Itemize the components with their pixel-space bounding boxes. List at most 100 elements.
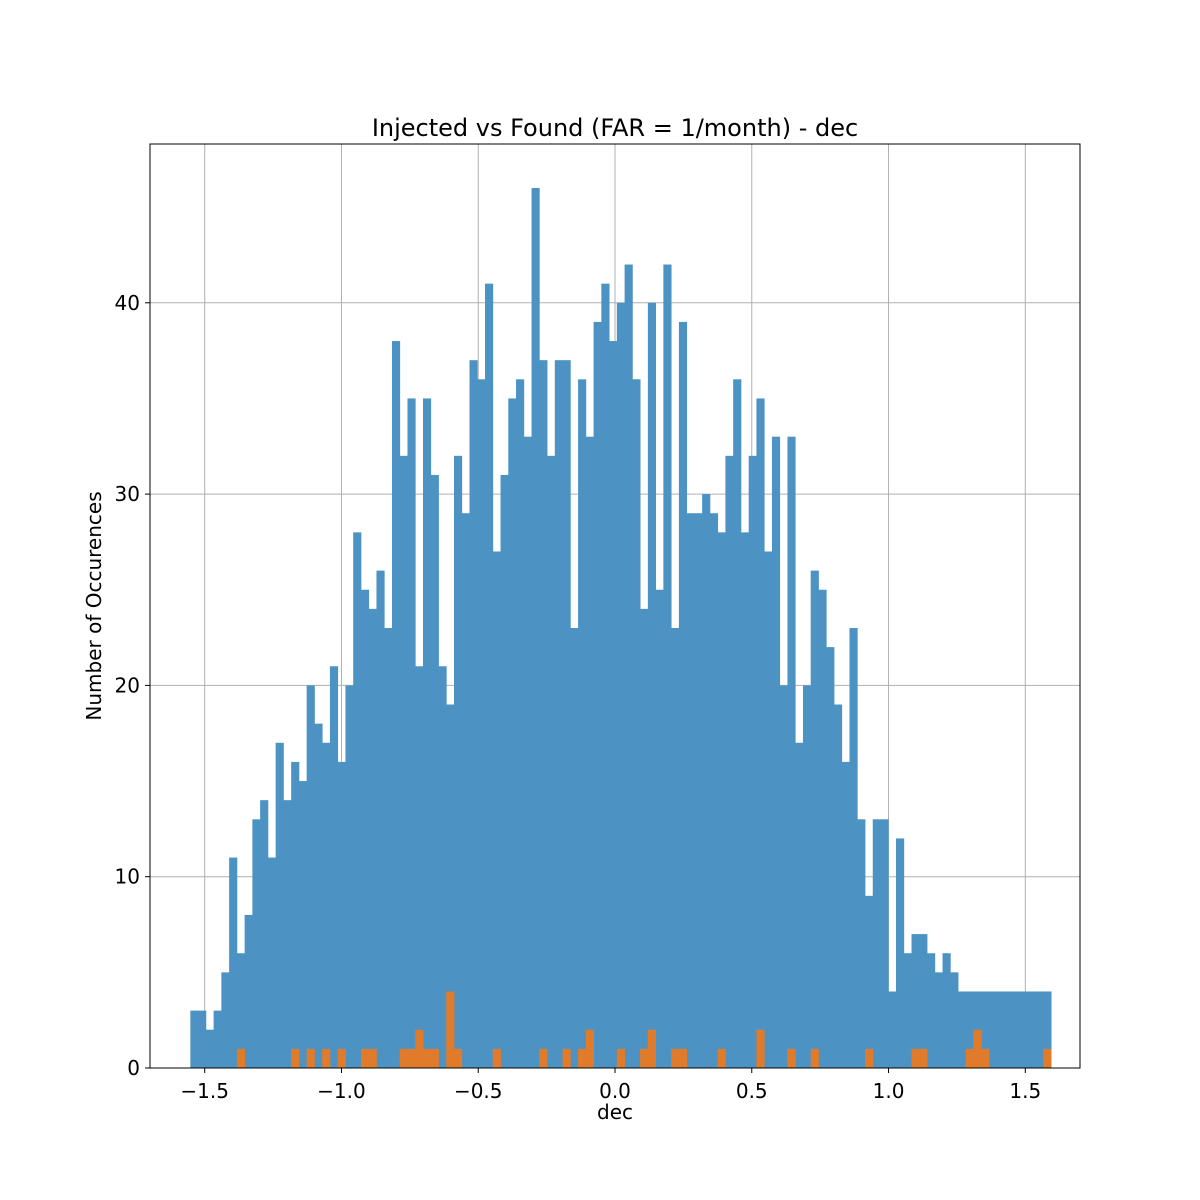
injected-bar	[748, 455, 757, 1069]
injected-bar	[616, 302, 626, 1069]
y-tick-label: 40	[115, 291, 140, 315]
injected-bar	[671, 628, 680, 1068]
found-bar	[399, 1048, 408, 1068]
y-tick-label: 10	[115, 865, 140, 889]
found-bar	[981, 1048, 990, 1068]
injected-bar	[267, 857, 277, 1068]
found-bar	[864, 1048, 874, 1068]
injected-bar	[864, 895, 874, 1068]
found-bar	[787, 1048, 796, 1068]
injected-bar	[678, 321, 688, 1068]
injected-bar	[213, 1010, 222, 1068]
injected-bar	[841, 761, 850, 1068]
injected-bar	[779, 685, 788, 1068]
injected-bar	[927, 953, 936, 1068]
found-bar	[407, 1048, 416, 1068]
injected-bar	[368, 608, 377, 1068]
found-bar	[965, 1048, 974, 1068]
injected-bar	[205, 1029, 215, 1068]
injected-bar	[1012, 991, 1021, 1068]
injected-bar	[733, 379, 742, 1069]
injected-bar	[1004, 991, 1013, 1068]
injected-bar	[833, 704, 843, 1068]
injected-bar	[578, 379, 587, 1069]
injected-bar	[516, 379, 525, 1069]
injected-bar	[260, 800, 269, 1068]
histogram-bars	[190, 188, 1052, 1069]
injected-bar	[492, 551, 501, 1068]
injected-bar	[469, 360, 478, 1068]
found-bar	[291, 1048, 300, 1068]
injected-bar	[345, 685, 354, 1068]
injected-bar	[485, 283, 494, 1068]
found-bar	[647, 1029, 657, 1068]
injected-bar	[810, 570, 819, 1068]
found-bar	[446, 991, 455, 1068]
injected-bar	[446, 704, 455, 1068]
injected-bar	[903, 953, 912, 1068]
injected-bar	[554, 360, 563, 1068]
found-bar	[415, 1029, 424, 1068]
injected-bar	[609, 341, 618, 1069]
injected-bar	[229, 857, 238, 1068]
injected-bar	[640, 608, 649, 1068]
injected-bar	[981, 991, 990, 1068]
injected-bar	[593, 321, 602, 1068]
injected-bar	[663, 264, 672, 1068]
x-tick-label: −1.0	[317, 1079, 366, 1103]
injected-bar	[244, 914, 253, 1068]
injected-bar	[1043, 991, 1052, 1068]
injected-bar	[818, 589, 827, 1068]
injected-bar	[337, 761, 346, 1068]
injected-bar	[849, 628, 858, 1068]
injected-bar	[322, 742, 331, 1068]
found-bar	[578, 1048, 587, 1068]
found-bar	[671, 1048, 680, 1068]
injected-bar	[647, 302, 657, 1069]
injected-bar	[252, 819, 261, 1068]
injected-bar	[407, 398, 416, 1068]
injected-bar	[756, 398, 765, 1068]
injected-bar	[585, 436, 594, 1068]
injected-bar	[562, 360, 571, 1068]
injected-bar	[896, 838, 905, 1068]
found-bar	[640, 1048, 649, 1068]
injected-bar	[880, 819, 889, 1068]
injected-bar	[655, 589, 664, 1068]
y-tick-label: 0	[127, 1056, 140, 1080]
injected-bar	[198, 1010, 207, 1068]
injected-bar	[221, 972, 230, 1068]
found-bar	[306, 1048, 315, 1068]
y-tick-label: 30	[115, 482, 140, 506]
injected-bar	[950, 972, 959, 1068]
injected-bar	[694, 513, 703, 1068]
injected-bar	[996, 991, 1005, 1068]
injected-bar	[888, 991, 897, 1068]
found-bar	[911, 1048, 920, 1068]
injected-bar	[236, 953, 246, 1068]
injected-bar	[857, 819, 866, 1068]
found-bar	[236, 1048, 246, 1068]
injected-bar	[624, 264, 633, 1068]
found-bar	[616, 1048, 626, 1068]
injected-bar	[872, 819, 881, 1068]
x-axis-label: dec	[597, 1100, 633, 1124]
injected-bar	[384, 628, 393, 1068]
x-tick-label: 0.0	[599, 1079, 631, 1103]
injected-bar	[965, 991, 974, 1068]
injected-bar	[531, 188, 540, 1068]
injected-bar	[399, 455, 408, 1069]
injected-bar	[795, 742, 804, 1068]
injected-bar	[942, 953, 951, 1068]
found-bar	[422, 1048, 432, 1068]
x-tick-label: 0.5	[736, 1079, 768, 1103]
injected-bar	[523, 436, 532, 1068]
injected-bar	[190, 1010, 199, 1068]
injected-bar	[461, 513, 470, 1068]
found-bar	[337, 1048, 346, 1068]
injected-bar	[500, 474, 509, 1068]
injected-bar	[391, 341, 401, 1069]
injected-bar	[570, 628, 579, 1068]
injected-bar	[709, 513, 719, 1068]
